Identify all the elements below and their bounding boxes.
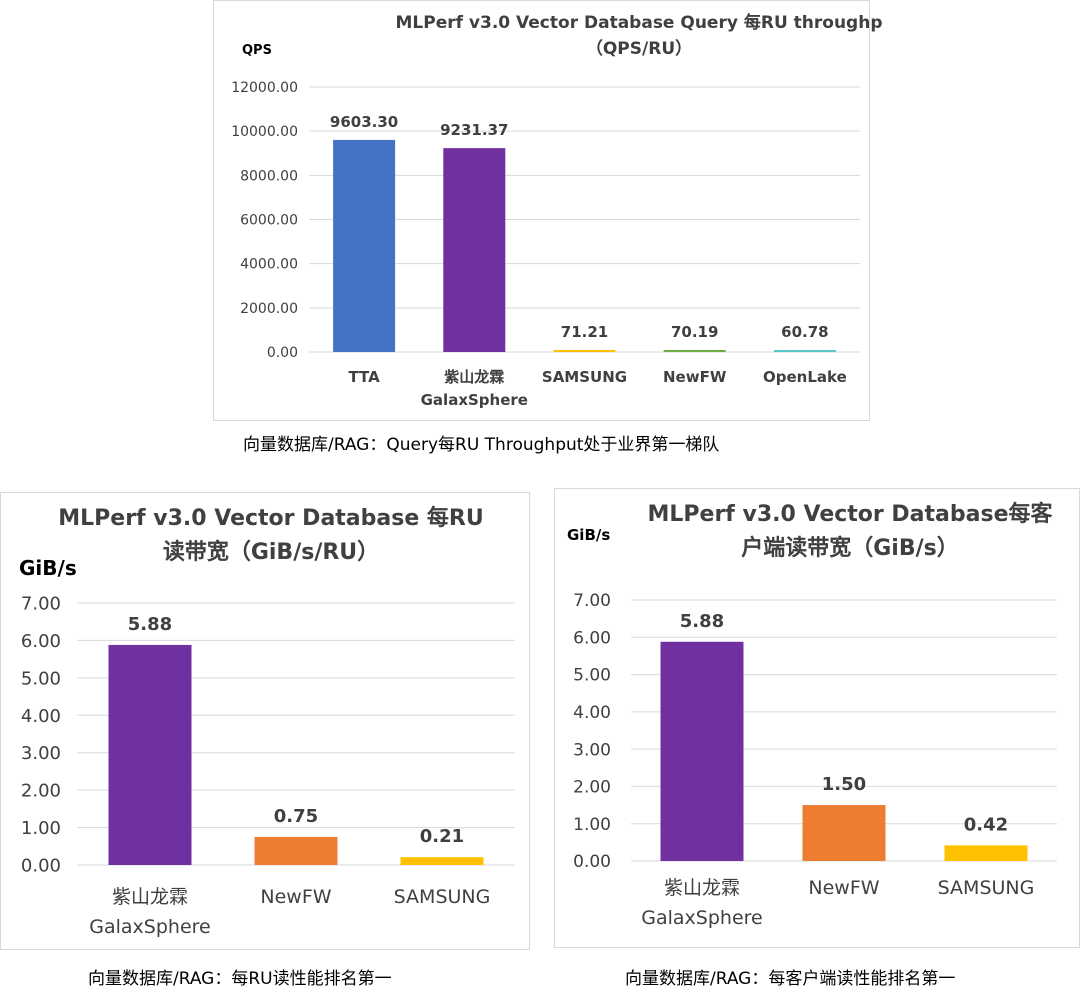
caption-read-per-ru: 向量数据库/RAG：每RU读性能排名第一	[88, 969, 392, 989]
chart-panel-query-throughput: MLPerf v3.0 Vector Database Query 每RU th…	[213, 0, 883, 421]
caption-read-per-client: 向量数据库/RAG：每客户端读性能排名第一	[625, 969, 956, 989]
bar-value-label: 0.75	[274, 806, 318, 827]
bar	[333, 139, 396, 352]
y-axis-unit-label: GiB/s	[19, 556, 77, 580]
chart-title-line: （QPS/RU）	[586, 38, 692, 59]
y-tick-label: 10000.00	[231, 124, 298, 140]
bar-value-label: 71.21	[561, 323, 608, 341]
caption-query-throughput: 向量数据库/RAG：Query每RU Throughput处于业界第一梯队	[243, 435, 720, 455]
bar-value-label: 9603.30	[330, 113, 398, 131]
x-category-label: GalaxSphere	[641, 907, 762, 929]
bar	[254, 836, 338, 865]
chart-query-throughput: MLPerf v3.0 Vector Database Query 每RU th…	[231, 12, 882, 409]
x-category-label: NewFW	[663, 368, 727, 386]
bar-value-label: 0.42	[964, 814, 1008, 835]
bar-value-label: 60.78	[781, 323, 828, 341]
y-tick-label: 2.00	[21, 781, 61, 802]
chart-title-line: MLPerf v3.0 Vector Database 每RU	[58, 505, 483, 531]
x-category-label: 紫山龙霖	[112, 886, 188, 908]
x-category-label: 紫山龙霖	[444, 368, 504, 386]
bar	[802, 805, 886, 861]
y-tick-label: 2.00	[573, 778, 611, 798]
y-tick-label: 7.00	[573, 591, 611, 611]
bar	[400, 857, 484, 865]
y-tick-label: 7.00	[21, 593, 61, 614]
y-tick-label: 0.00	[21, 855, 61, 876]
x-category-label: GalaxSphere	[89, 916, 210, 938]
bar	[108, 644, 192, 865]
y-tick-label: 12000.00	[231, 80, 298, 96]
y-tick-label: 5.00	[573, 666, 611, 686]
x-category-label: TTA	[348, 368, 380, 386]
bar	[773, 350, 836, 352]
y-tick-label: 1.00	[573, 815, 611, 835]
y-tick-label: 4.00	[21, 706, 61, 727]
bar	[660, 641, 744, 861]
bar-value-label: 5.88	[680, 611, 724, 632]
chart-title-line: MLPerf v3.0 Vector Database每客	[647, 501, 1053, 527]
y-tick-label: 6.00	[21, 631, 61, 652]
x-category-label: SAMSUNG	[938, 877, 1035, 899]
bar-value-label: 5.88	[128, 614, 172, 635]
x-category-label: SAMSUNG	[542, 368, 627, 386]
x-category-label: SAMSUNG	[394, 886, 491, 908]
y-tick-label: 3.00	[573, 740, 611, 760]
bar	[663, 350, 726, 352]
chart-panel-read-bandwidth-per-client: MLPerf v3.0 Vector Database每客 户端读带宽（GiB/s…	[554, 488, 1080, 948]
y-tick-label: 8000.00	[240, 168, 298, 184]
y-tick-label: 0.00	[573, 852, 611, 872]
chart-title-line: 户端读带宽（GiB/s）	[741, 535, 959, 561]
x-category-label: 紫山龙霖	[664, 877, 740, 899]
chart-title-line: MLPerf v3.0 Vector Database Query 每RU th…	[396, 12, 883, 33]
y-tick-label: 2000.00	[240, 301, 298, 317]
x-category-label: NewFW	[260, 886, 331, 908]
bar-value-label: 1.50	[822, 774, 866, 795]
chart-title-line: 读带宽（GiB/s/RU）	[163, 539, 379, 565]
y-tick-label: 4.00	[573, 703, 611, 723]
y-tick-label: 6000.00	[240, 213, 298, 229]
bar-value-label: 9231.37	[440, 121, 508, 139]
x-category-label: GalaxSphere	[421, 391, 528, 409]
chart-read-bandwidth-per-ru: MLPerf v3.0 Vector Database 每RU 读带宽（GiB/s…	[19, 505, 515, 938]
chart-panel-read-bandwidth-per-ru: MLPerf v3.0 Vector Database 每RU 读带宽（GiB/s…	[0, 492, 530, 950]
y-tick-label: 4000.00	[240, 257, 298, 273]
y-tick-label: 6.00	[573, 628, 611, 648]
y-axis-unit-label: QPS	[242, 43, 272, 58]
bar	[944, 845, 1028, 861]
chart-read-bandwidth-per-client: MLPerf v3.0 Vector Database每客户端读带宽（GiB/s…	[567, 501, 1057, 929]
y-tick-label: 5.00	[21, 668, 61, 689]
bar-value-label: 70.19	[671, 323, 718, 341]
y-tick-label: 3.00	[21, 743, 61, 764]
bar-value-label: 0.21	[420, 826, 464, 847]
bar	[553, 350, 616, 352]
x-category-label: OpenLake	[763, 368, 847, 386]
y-axis-unit-label: GiB/s	[567, 526, 610, 544]
y-tick-label: 1.00	[21, 818, 61, 839]
y-tick-label: 0.00	[267, 345, 298, 361]
x-category-label: NewFW	[808, 877, 879, 899]
bar	[443, 148, 506, 352]
